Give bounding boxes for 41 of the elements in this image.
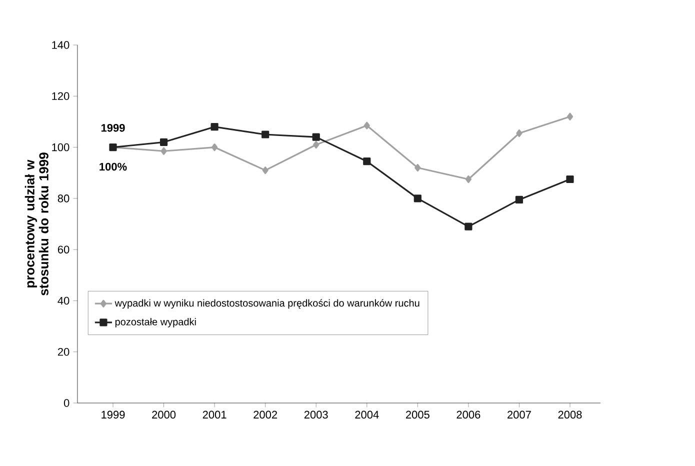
x-tick-label: 2007 [508, 410, 531, 419]
y-tick-label: 0 [64, 399, 70, 407]
x-tick-label: 2004 [355, 410, 379, 419]
point [465, 175, 472, 184]
point [312, 133, 320, 141]
point [212, 143, 218, 152]
point [566, 112, 574, 120]
point [262, 130, 270, 138]
x-tick-label: 2008 [558, 410, 582, 419]
point [210, 123, 218, 131]
y-tick-label: 140 [52, 41, 70, 49]
point [313, 140, 320, 149]
annotation: 100% [100, 162, 127, 171]
point [515, 196, 524, 204]
point [566, 175, 574, 184]
point [516, 129, 522, 138]
y-tick-label: 120 [52, 92, 70, 100]
point [160, 147, 167, 155]
y-tick-label: 40 [58, 296, 70, 305]
legend-label: pozostałe wypadki [115, 318, 196, 328]
annotation: 1999 [101, 124, 125, 132]
x-tick-label: 2000 [152, 410, 176, 419]
y-tick-label: 100 [52, 143, 70, 152]
point [414, 164, 421, 172]
y-tick-label: 80 [58, 194, 70, 202]
point [464, 222, 472, 230]
x-tick-label: 2006 [456, 410, 480, 419]
x-tick-label: 2002 [254, 410, 278, 419]
legend-label: wypadki w wyniku niedostostosowania prędkości do warunków ruchu [114, 299, 420, 309]
point [160, 138, 168, 146]
x-tick-label: 2005 [406, 410, 430, 419]
y-tick-label: 20 [58, 348, 70, 356]
x-tick-label: 2001 [202, 410, 226, 419]
point [262, 166, 268, 174]
point [363, 158, 371, 166]
point [414, 194, 422, 202]
x-tick-label: 1999 [102, 410, 125, 419]
x-tick-label: 2003 [304, 410, 328, 419]
y-tick-label: 60 [58, 246, 70, 254]
y-axis-title: procentowy udział w stosunku do roku 1999 [24, 152, 48, 296]
point [364, 122, 370, 130]
